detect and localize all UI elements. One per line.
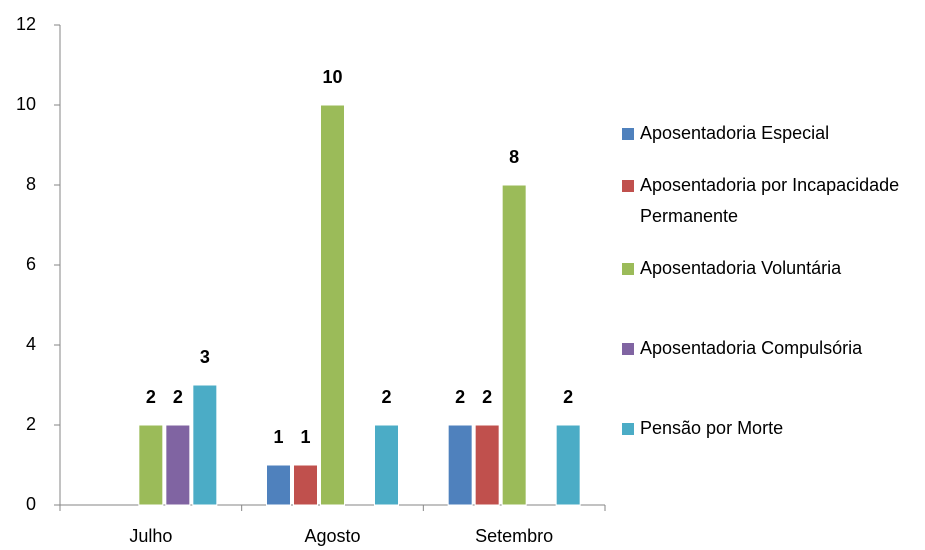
value-label: 1 (273, 427, 283, 447)
y-tick-label: 4 (26, 334, 36, 354)
bar (501, 184, 527, 506)
y-tick-label: 10 (16, 94, 36, 114)
x-tick-label: Setembro (475, 526, 553, 546)
bar (474, 424, 500, 506)
value-label: 10 (322, 67, 342, 87)
x-tick-label: Agosto (304, 526, 360, 546)
value-label: 3 (200, 347, 210, 367)
bar (266, 464, 291, 506)
bar (320, 104, 345, 506)
legend-label: Aposentadoria Voluntária (640, 258, 842, 278)
x-tick-label: Julho (129, 526, 172, 546)
value-label: 2 (173, 387, 183, 407)
y-tick-label: 0 (26, 494, 36, 514)
value-label: 2 (563, 387, 573, 407)
value-label: 2 (455, 387, 465, 407)
legend-item: Aposentadoria Compulsória (622, 333, 912, 364)
y-tick-label: 8 (26, 174, 36, 194)
legend-label: Aposentadoria Especial (640, 123, 830, 143)
bar (447, 424, 473, 506)
legend-swatch (622, 128, 634, 140)
bar (192, 384, 218, 506)
y-tick-label: 6 (26, 254, 36, 274)
bar (293, 464, 318, 506)
legend-label: Aposentadoria por Incapacidade Permanent… (640, 175, 900, 226)
bar (555, 424, 581, 506)
value-label: 8 (509, 147, 519, 167)
value-label: 2 (146, 387, 156, 407)
legend-swatch (622, 343, 634, 355)
legend-item: Aposentadoria por Incapacidade Permanent… (622, 170, 912, 232)
value-label: 2 (482, 387, 492, 407)
bar (165, 424, 191, 506)
bar (138, 424, 164, 506)
legend-swatch (622, 423, 634, 435)
value-label: 2 (381, 387, 391, 407)
legend-swatch (622, 180, 634, 192)
legend-item: Pensão por Morte (622, 413, 912, 444)
legend-label: Pensão por Morte (640, 418, 784, 438)
bar (374, 424, 399, 506)
y-tick-label: 2 (26, 414, 36, 434)
legend-swatch (622, 263, 634, 275)
legend-item: Aposentadoria Voluntária (622, 253, 912, 284)
value-label: 1 (300, 427, 310, 447)
legend-label: Aposentadoria Compulsória (640, 338, 863, 358)
y-tick-label: 12 (16, 14, 36, 34)
legend-item: Aposentadoria Especial (622, 118, 912, 149)
